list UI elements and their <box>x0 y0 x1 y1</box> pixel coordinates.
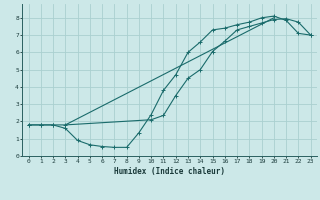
X-axis label: Humidex (Indice chaleur): Humidex (Indice chaleur) <box>114 167 225 176</box>
